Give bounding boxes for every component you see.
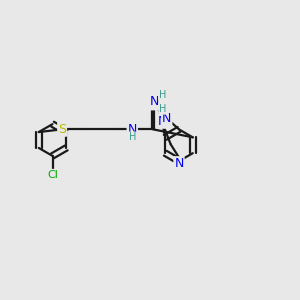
Text: H: H: [159, 90, 166, 100]
Text: N: N: [150, 95, 159, 108]
Text: H: H: [159, 104, 166, 114]
Text: S: S: [58, 123, 66, 136]
Text: O: O: [148, 96, 158, 110]
Text: Cl: Cl: [47, 170, 58, 180]
Text: N: N: [162, 112, 171, 125]
Text: N: N: [128, 123, 137, 136]
Text: H: H: [129, 132, 136, 142]
Text: N: N: [174, 157, 184, 170]
Text: N: N: [158, 115, 167, 128]
